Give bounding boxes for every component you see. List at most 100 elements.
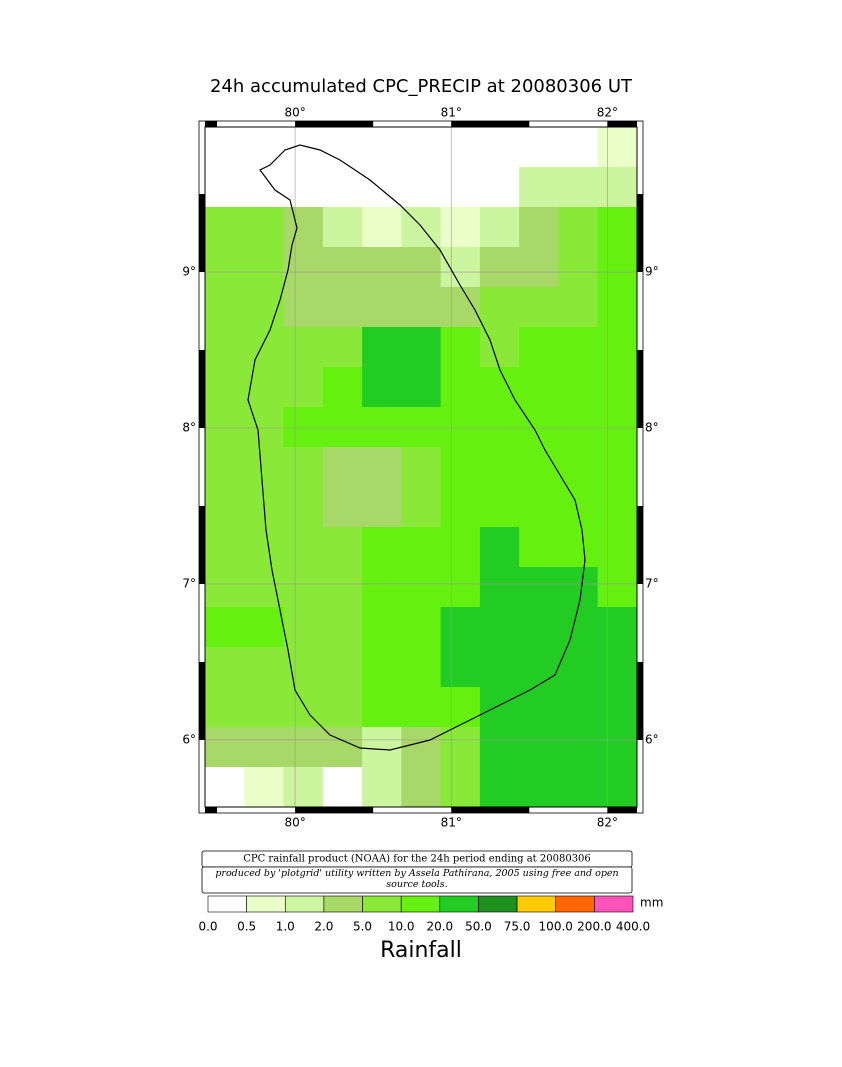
rain-cell <box>519 487 559 528</box>
rain-cell <box>362 607 402 648</box>
rain-cell <box>205 207 245 248</box>
rain-cell <box>205 447 245 488</box>
rain-cell <box>479 687 520 728</box>
colorbar-label: 1.0 <box>276 920 295 934</box>
colorbar-label: 20.0 <box>426 920 453 934</box>
rain-cell <box>597 527 638 568</box>
colorbar-label: 2.0 <box>314 920 333 934</box>
frame-bar <box>205 121 218 127</box>
rain-cell <box>322 167 363 208</box>
rain-cell <box>440 487 481 528</box>
rain-cell <box>244 727 285 768</box>
rain-cell <box>283 167 324 208</box>
rain-cell <box>283 727 324 768</box>
rain-cell <box>597 767 638 808</box>
rain-cell <box>519 647 559 688</box>
rain-cell <box>519 207 559 248</box>
rain-cell <box>558 727 599 768</box>
frame-bar <box>451 121 530 127</box>
rain-cell <box>362 127 402 168</box>
rain-cell <box>205 127 245 168</box>
rain-cell <box>205 367 245 408</box>
rain-cell <box>558 447 599 488</box>
rain-cell <box>558 527 599 568</box>
colorbar-label: 0.5 <box>237 920 256 934</box>
frame-bar <box>451 807 530 813</box>
rain-cell <box>597 327 638 368</box>
rain-cell <box>401 167 442 208</box>
frame-bar <box>295 807 374 813</box>
rain-cell <box>283 767 324 808</box>
rain-cell <box>362 247 402 288</box>
map-title: 24h accumulated CPC_PRECIP at 20080306 U… <box>210 76 633 97</box>
rain-cell <box>479 567 520 608</box>
rain-cell <box>479 287 520 328</box>
unit-label: mm <box>640 896 663 910</box>
rain-cell <box>283 367 324 408</box>
rain-cell <box>519 407 559 448</box>
rain-cell <box>440 727 481 768</box>
rain-cell <box>322 527 363 568</box>
rain-cell <box>558 287 599 328</box>
rain-cell <box>362 207 402 248</box>
coastline <box>247 144 586 751</box>
rain-cell <box>322 687 363 728</box>
rain-cell <box>283 407 324 448</box>
rain-cell <box>205 727 245 768</box>
colorbar-swatch <box>323 895 363 913</box>
rain-cell <box>401 767 442 808</box>
credit-holder: produced by 'plotgrid' utility written b… <box>215 868 618 890</box>
rain-cell <box>597 567 638 608</box>
rain-cell <box>205 647 245 688</box>
rain-cell <box>519 447 559 488</box>
rain-cell <box>205 407 245 448</box>
rain-cell <box>479 407 520 448</box>
rain-cell <box>558 367 599 408</box>
rain-cell <box>244 207 285 248</box>
rain-cell <box>558 487 599 528</box>
frame-bar <box>607 807 637 813</box>
rain-cell <box>205 247 245 288</box>
rain-cell <box>362 567 402 608</box>
rain-cell <box>558 167 599 208</box>
rain-cell <box>440 367 481 408</box>
rain-cell <box>362 407 402 448</box>
rain-cell <box>597 727 638 768</box>
x-tick-label-bottom: 80° <box>284 816 305 830</box>
rain-cell <box>558 207 599 248</box>
rain-cell <box>244 167 285 208</box>
y-tick-label-right: 7° <box>645 576 659 590</box>
colorbar-swatch <box>516 895 557 913</box>
rain-cell <box>440 327 481 368</box>
rain-cell <box>362 367 402 408</box>
rain-cell <box>440 127 481 168</box>
rain-cell <box>479 487 520 528</box>
rain-cell <box>519 567 559 608</box>
rain-cell <box>597 647 638 688</box>
rain-cell <box>558 407 599 448</box>
colorbar-swatch <box>246 895 286 913</box>
rain-cell <box>205 767 245 808</box>
rain-cell <box>597 167 638 208</box>
rain-cell <box>322 567 363 608</box>
rain-cell <box>322 207 363 248</box>
rain-cell <box>205 327 245 368</box>
rain-cell <box>401 447 442 488</box>
rain-cell <box>362 767 402 808</box>
rain-cell <box>205 167 245 208</box>
rain-cell <box>283 447 324 488</box>
rain-cell <box>362 447 402 488</box>
colorbar-label: 75.0 <box>504 920 531 934</box>
rain-cell <box>283 247 324 288</box>
rain-cell <box>205 687 245 728</box>
rain-cell <box>362 727 402 768</box>
rain-cell <box>479 207 520 248</box>
frame-bar <box>199 661 205 740</box>
colorbar-label: 200.0 <box>577 920 611 934</box>
rain-cell <box>401 607 442 648</box>
rain-cell <box>322 367 363 408</box>
rain-cell <box>401 687 442 728</box>
rain-cell <box>519 327 559 368</box>
rain-cell <box>558 767 599 808</box>
